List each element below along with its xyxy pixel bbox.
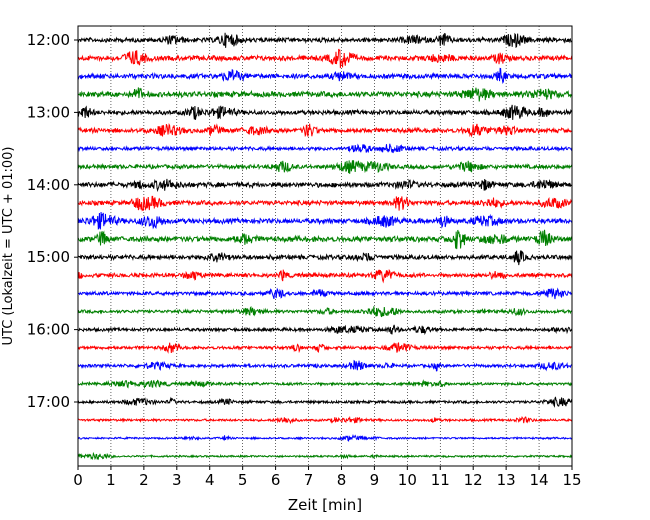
trace-1345 [77,160,573,174]
trace-1430 [77,212,573,231]
trace-1215 [77,48,573,69]
x-tick-label: 9 [370,471,380,489]
y-tick-label: 16:00 [27,321,70,339]
x-tick-label: 1 [106,471,116,489]
x-tick-label: 3 [172,471,182,489]
y-tick-label: 15:00 [27,248,70,266]
x-tick-label: 10 [398,471,417,489]
trace-1445 [77,229,573,250]
trace-1600 [77,324,573,336]
trace-1515 [77,268,573,284]
trace-1200 [77,32,573,49]
grid-lines [110,26,540,466]
x-axis-ticks: 0 1 2 3 4 5 6 7 8 9 10 11 12 13 14 15 [73,466,582,489]
trace-1745 [77,451,573,461]
trace-1300 [77,104,573,120]
plot-frame [77,25,573,467]
trace-1330 [77,143,573,154]
trace-1530 [77,287,573,300]
x-tick-label: 11 [431,471,450,489]
y-tick-label: 17:00 [27,393,70,411]
trace-1700 [77,396,573,408]
seismic-traces [77,32,573,461]
y-tick-label: 13:00 [27,103,70,121]
x-tick-label: 5 [238,471,248,489]
x-tick-label: 13 [497,471,516,489]
x-tick-label: 2 [139,471,149,489]
x-tick-label: 15 [562,471,581,489]
trace-1630 [77,359,573,372]
trace-1230 [77,67,573,85]
y-axis-ticks: 12:00 13:00 14:00 15:00 16:00 17:00 [27,31,78,411]
trace-1615 [77,342,573,354]
x-tick-label: 8 [337,471,347,489]
trace-1400 [77,178,573,193]
trace-1730 [77,434,573,442]
trace-1500 [77,250,573,266]
y-tick-label: 14:00 [27,176,70,194]
trace-1715 [77,415,573,425]
x-tick-label: 12 [464,471,483,489]
x-tick-label: 14 [530,471,549,489]
x-axis-label: Zeit [min] [288,496,362,514]
trace-1415 [77,195,573,212]
trace-1545 [77,305,573,318]
x-tick-label: 6 [271,471,281,489]
x-tick-label: 7 [304,471,314,489]
x-tick-label: 4 [205,471,215,489]
x-tick-label: 0 [73,471,83,489]
trace-1245 [77,87,573,102]
trace-1645 [77,379,573,390]
y-tick-label: 12:00 [27,31,70,49]
y-axis-label: UTC (Lokalzeit = UTC + 01:00) [1,147,16,346]
trace-1315 [77,122,573,138]
